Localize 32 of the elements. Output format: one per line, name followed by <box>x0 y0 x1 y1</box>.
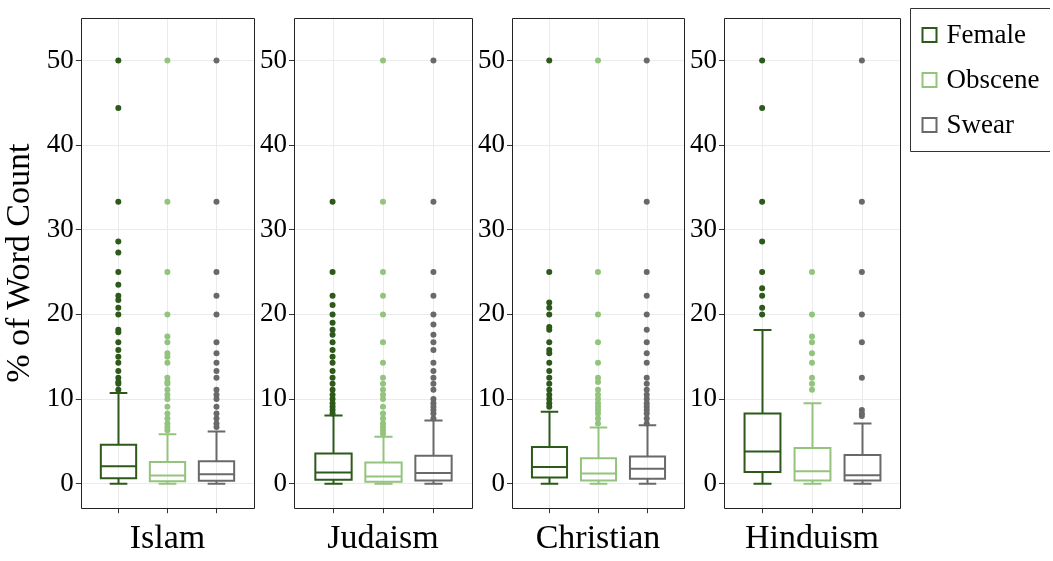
y-tick-label: 50 <box>690 43 717 74</box>
y-tick-label: 30 <box>690 212 717 243</box>
y-tick-label: 50 <box>46 43 74 74</box>
y-tick-label: 50 <box>478 43 505 74</box>
x-tick-label: Christian <box>535 517 661 555</box>
legend-label: Swear <box>946 109 1014 140</box>
y-tick-label: 30 <box>46 212 74 243</box>
y-axis-title: % of Word Count <box>0 142 37 383</box>
y-tick-label: 40 <box>260 128 287 159</box>
y-tick-label: 10 <box>478 382 505 413</box>
x-tick-label: Hinduism <box>744 517 880 555</box>
y-tick-label: 50 <box>260 43 287 74</box>
y-tick-label: 0 <box>60 466 74 497</box>
y-tick-label: 10 <box>690 382 717 413</box>
x-tick-label: Judaism <box>327 517 439 555</box>
y-tick-label: 20 <box>260 297 287 328</box>
y-tick-label: 10 <box>46 382 74 413</box>
legend-label: Female <box>946 19 1026 50</box>
legend-label: Obscene <box>946 64 1040 95</box>
y-tick-label: 30 <box>478 212 505 243</box>
y-tick-label: 40 <box>46 128 74 159</box>
y-tick-label: 30 <box>260 212 287 243</box>
y-tick-label: 0 <box>491 466 505 497</box>
y-tick-label: 0 <box>703 466 717 497</box>
y-tick-label: 10 <box>260 382 287 413</box>
y-tick-label: 20 <box>690 297 717 328</box>
y-tick-label: 20 <box>46 297 74 328</box>
y-tick-label: 40 <box>478 128 505 159</box>
y-tick-label: 0 <box>273 466 287 497</box>
y-tick-label: 40 <box>690 128 717 159</box>
x-tick-label: Islam <box>129 517 206 555</box>
y-tick-label: 20 <box>478 297 505 328</box>
